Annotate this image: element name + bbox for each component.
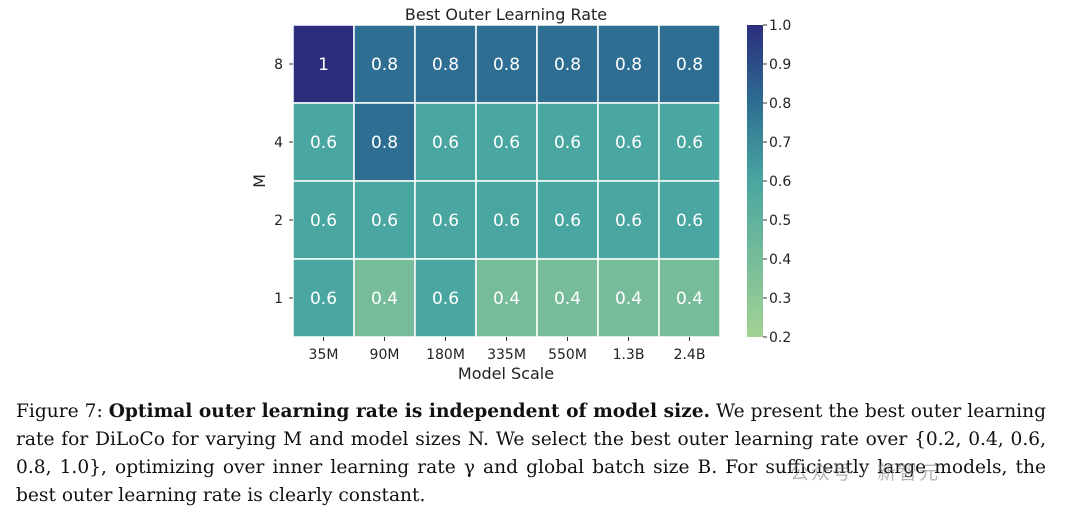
x-tick-label: 180M: [426, 347, 465, 363]
colorbar-tick-label: 0.9: [769, 57, 791, 73]
heatmap-cell-label: 0.6: [615, 133, 642, 153]
heatmap-cell-label: 0.6: [310, 133, 337, 153]
colorbar-tick-label: 1.0: [769, 18, 791, 34]
heatmap-cell: [353, 258, 416, 338]
heatmap-cell-label: 0.8: [493, 55, 520, 75]
heatmap-cell-label: 0.6: [493, 133, 520, 153]
colorbar-tick-label: 0.3: [769, 291, 791, 307]
colorbar-tick-label: 0.7: [769, 135, 791, 151]
heatmap-cell: [292, 24, 355, 104]
heatmap-cell: [597, 24, 660, 104]
chart-title: Best Outer Learning Rate: [405, 5, 607, 24]
heatmap-cell: [658, 180, 721, 260]
heatmap-cell: [597, 180, 660, 260]
heatmap-cell-label: 0.6: [432, 289, 459, 309]
colorbar-tick-label: 0.5: [769, 213, 791, 229]
y-tick-label: 1: [274, 291, 283, 307]
heatmap-cell: [475, 180, 538, 260]
heatmap-cell-label: 0.8: [676, 55, 703, 75]
heatmap-cell-label: 0.8: [371, 133, 398, 153]
heatmap-cell-label: 0.6: [554, 211, 581, 231]
colorbar-tick-label: 0.8: [769, 96, 791, 112]
y-tick-labels: 8 4 2 1: [274, 57, 293, 307]
heatmap-cells: 1 0.8 0.8 0.8 0.8 0.8 0.8 0.6 0.8 0.6 0.6 0.6 0.6 0.6…: [292, 24, 721, 338]
heatmap-cell-label: 0.6: [493, 211, 520, 231]
x-tick-label: 550M: [548, 347, 587, 363]
heatmap-cell: [658, 102, 721, 182]
figure-label: Figure 7:: [16, 401, 103, 422]
x-tick-label: 1.3B: [613, 347, 645, 363]
y-tick-label: 8: [274, 57, 283, 73]
heatmap-cell-label: 0.6: [615, 211, 642, 231]
heatmap-cell: [536, 102, 599, 182]
colorbar-tick-label: 0.2: [769, 330, 791, 346]
heatmap-cell-label: 0.4: [493, 289, 520, 309]
colorbar-tick-label: 0.4: [769, 252, 791, 268]
heatmap-cell-label: 0.8: [615, 55, 642, 75]
x-tick-label: 90M: [370, 347, 400, 363]
heatmap-cell-label: 0.8: [432, 55, 459, 75]
y-tick-label: 4: [274, 135, 283, 151]
y-tick-label: 2: [274, 213, 283, 229]
y-axis-label: M: [250, 174, 269, 188]
heatmap-cell-label: 0.4: [554, 289, 581, 309]
heatmap-cell: [353, 180, 416, 260]
heatmap-cell-label: 0.4: [615, 289, 642, 309]
heatmap-cell: [414, 180, 477, 260]
colorbar-ticks: 1.0 0.9 0.8 0.7 0.6 0.5 0.4 0.3 0.2: [763, 18, 791, 346]
heatmap-cell: [658, 258, 721, 338]
heatmap-chart: Best Outer Learning Rate 1 0.8 0.8 0.8 0.8 0.…: [250, 5, 791, 383]
x-tick-label: 335M: [487, 347, 526, 363]
caption-body: We present the best outer learning rate …: [16, 401, 1047, 506]
colorbar: [747, 25, 763, 337]
heatmap-cell-label: 0.6: [432, 211, 459, 231]
x-tick-label: 2.4B: [674, 347, 706, 363]
heatmap-cell: [414, 102, 477, 182]
figure-caption: Figure 7: Optimal outer learning rate is…: [16, 398, 1046, 510]
heatmap-cell: [353, 24, 416, 104]
x-tick-label: 35M: [309, 347, 339, 363]
heatmap-cell-label: 0.6: [310, 289, 337, 309]
heatmap-cell: [292, 258, 355, 338]
x-tick-labels: 35M 90M 180M 335M 550M 1.3B 2.4B: [309, 337, 706, 363]
colorbar-tick-label: 0.6: [769, 174, 791, 190]
heatmap-cell-label: 0.8: [554, 55, 581, 75]
heatmap-cell-label: 0.6: [371, 211, 398, 231]
heatmap-cell-label: 0.6: [310, 211, 337, 231]
heatmap-cell-label: 0.4: [371, 289, 398, 309]
heatmap-cell-label: 0.8: [371, 55, 398, 75]
heatmap-cell-label: 0.6: [676, 133, 703, 153]
x-axis-label: Model Scale: [458, 364, 554, 383]
heatmap-cell-label: 0.6: [432, 133, 459, 153]
heatmap-cell-label: 0.4: [676, 289, 703, 309]
heatmap-cell-label: 0.6: [554, 133, 581, 153]
watermark: 公众号 · 新智元: [790, 462, 941, 484]
heatmap-cell: [597, 258, 660, 338]
heatmap-cell-label: 0.6: [676, 211, 703, 231]
caption-bold-title: Optimal outer learning rate is independe…: [108, 401, 711, 422]
heatmap-cell-label: 1: [318, 55, 329, 75]
heatmap-cell: [536, 180, 599, 260]
